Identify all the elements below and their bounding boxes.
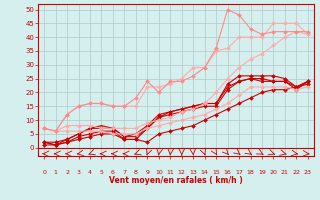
X-axis label: Vent moyen/en rafales ( km/h ): Vent moyen/en rafales ( km/h ) bbox=[109, 176, 243, 185]
